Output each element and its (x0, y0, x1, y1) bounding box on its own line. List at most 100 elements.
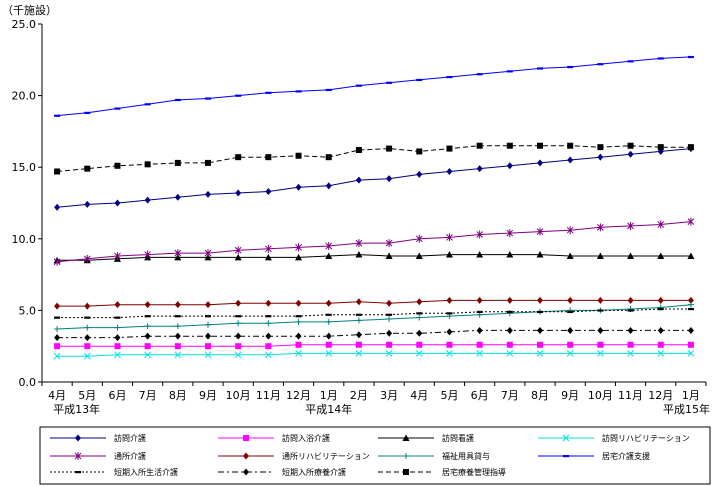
data-point (657, 252, 665, 259)
data-point (144, 315, 151, 318)
y-tick-label: 10.0 (12, 233, 37, 246)
data-point (567, 142, 574, 149)
data-point (114, 251, 121, 260)
legend-item: 居宅介護支援 (538, 451, 650, 461)
data-point (386, 329, 393, 337)
data-point (627, 350, 634, 357)
data-point (446, 167, 453, 175)
legend-label: 訪問介護 (114, 433, 146, 443)
data-point (325, 182, 332, 190)
data-point (205, 332, 211, 340)
data-point (325, 318, 332, 325)
data-point (596, 252, 604, 259)
data-point (355, 313, 362, 316)
data-point (174, 159, 181, 166)
series-3 (53, 251, 695, 264)
data-point (325, 252, 333, 259)
year-label: 平成14年 (305, 402, 352, 416)
x-tick-label: 8月 (169, 389, 187, 402)
legend-label: 通所介護 (114, 451, 146, 461)
y-tick-label: 0.0 (19, 376, 37, 389)
data-point (415, 252, 423, 259)
data-point (53, 257, 61, 266)
data-point (235, 315, 242, 318)
y-tick-label: 15.0 (12, 161, 37, 174)
data-point (114, 351, 121, 359)
data-point (385, 350, 393, 357)
data-point (114, 324, 121, 331)
data-point (355, 239, 363, 248)
data-point (446, 296, 453, 304)
series-line (57, 344, 691, 347)
series-5 (53, 217, 695, 266)
x-tick-label: 5月 (78, 389, 96, 402)
series-line (57, 221, 691, 263)
series-1 (54, 145, 694, 211)
x-tick-label: 9月 (199, 389, 217, 402)
data-point (566, 350, 574, 357)
legend-item: 訪問介護 (50, 433, 146, 443)
data-point (537, 326, 543, 334)
data-point (476, 230, 483, 239)
x-tick-label: 4月 (410, 389, 428, 402)
x-tick-label: 7月 (139, 389, 157, 402)
data-point (355, 317, 362, 324)
data-point (687, 341, 694, 348)
data-point (84, 165, 91, 172)
data-point (295, 315, 302, 318)
series-2 (54, 341, 694, 350)
data-point (687, 301, 694, 308)
data-point (386, 81, 393, 84)
data-point (567, 296, 574, 304)
legend-label: 訪問入浴介護 (282, 433, 330, 443)
data-point (627, 296, 634, 304)
data-point (446, 350, 453, 357)
data-point (295, 253, 303, 261)
data-point (174, 343, 181, 350)
data-point (83, 352, 91, 360)
data-point (265, 91, 272, 94)
data-point (687, 144, 694, 151)
legend-box (39, 426, 711, 485)
y-unit-label: （千施設） (2, 3, 57, 17)
legend-item: 短期入所生活介護 (50, 467, 178, 477)
data-point (567, 310, 574, 314)
data-point (204, 249, 212, 258)
series-line (57, 304, 691, 330)
data-point (114, 301, 121, 309)
x-tick-label: 6月 (108, 389, 126, 402)
data-point (235, 189, 242, 197)
data-point (54, 114, 61, 117)
series-line (57, 254, 691, 261)
data-point (476, 296, 483, 304)
data-point (416, 298, 423, 306)
data-point (84, 111, 91, 114)
data-point (265, 351, 272, 359)
data-point (506, 162, 513, 170)
data-point (234, 351, 242, 359)
data-point (54, 343, 61, 350)
data-point (597, 223, 604, 232)
data-point (174, 193, 181, 201)
data-point (597, 63, 604, 66)
data-point (235, 320, 242, 327)
data-point (567, 341, 574, 348)
x-tick-label: 1月 (320, 389, 338, 402)
data-point (355, 331, 362, 339)
data-point (657, 326, 664, 334)
data-point (627, 60, 634, 63)
data-point (657, 307, 664, 311)
data-point (627, 326, 634, 334)
data-point (144, 103, 151, 106)
data-point (476, 341, 483, 348)
series-11 (54, 142, 694, 175)
data-point (265, 188, 272, 196)
data-point (536, 350, 544, 357)
data-point (537, 142, 543, 149)
data-point (174, 323, 181, 330)
data-point (144, 332, 151, 340)
data-point (295, 332, 302, 340)
data-point (235, 94, 242, 97)
x-tick-label: 10月 (226, 389, 251, 402)
data-point (234, 246, 242, 255)
